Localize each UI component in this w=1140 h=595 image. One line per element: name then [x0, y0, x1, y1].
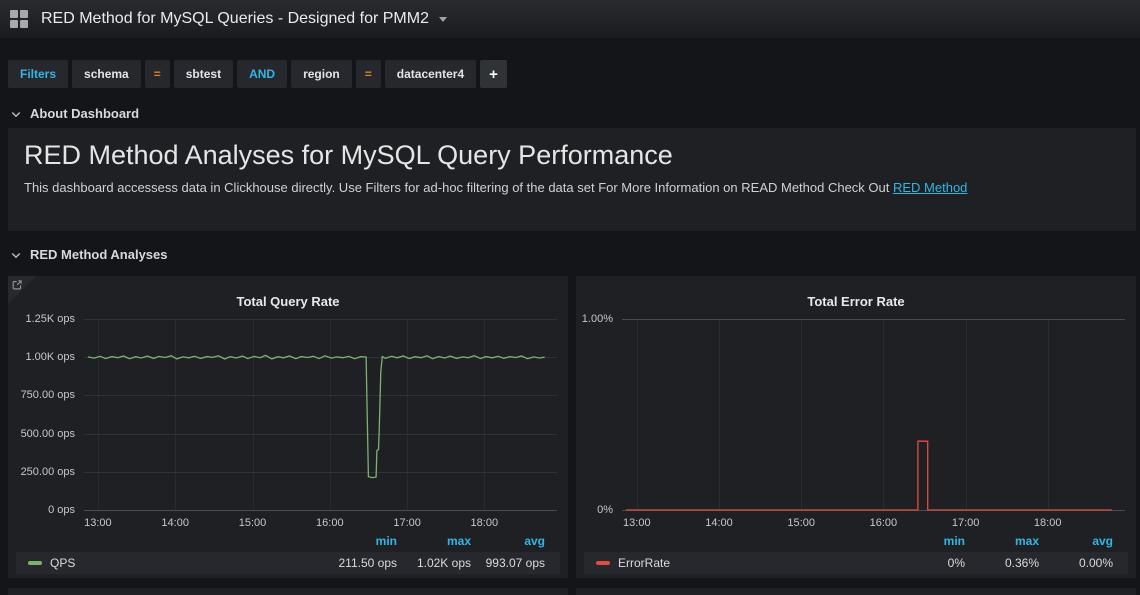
vertical-gridline	[252, 319, 254, 510]
vertical-gridline	[719, 319, 720, 510]
legend-avg-header[interactable]: avg	[1092, 534, 1113, 548]
series-lines	[626, 440, 1112, 511]
query-rate-plot-area[interactable]: 13:00 14:00 15:00 16:00 17:00 18:00 0 ops 250.0…	[21, 313, 557, 529]
dashboard-title[interactable]: RED Method for MySQL Queries - Designed …	[41, 10, 429, 27]
chevron-down-icon	[10, 108, 22, 120]
vertical-gridline	[1047, 319, 1049, 510]
legend-max-header[interactable]: max	[1014, 534, 1039, 548]
y-tick-label: 1.25K ops	[25, 313, 75, 325]
series-color-swatch[interactable]	[596, 561, 610, 565]
x-tick-label: 14:00	[161, 517, 189, 529]
panel-links-corner[interactable]	[8, 276, 38, 306]
vertical-gridline	[801, 319, 803, 510]
panel-title[interactable]: Total Query Rate	[236, 293, 340, 309]
about-title: RED Method Analyses for MySQL Query Perf…	[24, 140, 673, 170]
filter-value-chip[interactable]: sbtest	[173, 60, 234, 88]
legend-max-value: 1.02K ops	[416, 556, 471, 570]
legend-avg-value: 993.07 ops	[485, 556, 545, 570]
horizontal-gridline	[84, 510, 557, 511]
panel-total-query-rate: Total Query Rate 13:00 14:00 15:00 16:00 17:…	[8, 276, 568, 578]
corner-fold	[8, 276, 36, 304]
filter-operator-chip[interactable]: =	[355, 60, 381, 88]
y-tick-label: 500.00 ops	[20, 427, 75, 440]
horizontal-gridline	[84, 395, 557, 397]
legend-min-header[interactable]: min	[375, 534, 397, 548]
y-tick-label: 1.00K ops	[25, 351, 75, 364]
x-tick-label: 17:00	[393, 517, 421, 529]
filters-label-chip[interactable]: Filters	[8, 60, 69, 88]
panel-title[interactable]: Total Error Rate	[807, 293, 905, 309]
panel-total-error-rate: Total Error Rate 13:00 14:00 15:00 16:00 17:…	[576, 276, 1136, 578]
series-lines	[87, 354, 545, 479]
x-tick-label: 18:00	[1033, 517, 1062, 529]
legend-avg-header[interactable]: avg	[524, 534, 545, 548]
series-color-swatch[interactable]	[28, 561, 42, 565]
x-tick-label: 15:00	[787, 517, 815, 529]
legend-min-value: 0%	[947, 556, 965, 570]
top-navbar: RED Method for MySQL Queries - Designed …	[0, 0, 1140, 38]
vertical-gridline	[329, 319, 331, 510]
chevron-down-icon	[10, 249, 22, 261]
x-tick-label: 13:00	[623, 517, 651, 529]
next-panel-partial	[576, 588, 1136, 595]
filter-key-chip[interactable]: schema	[72, 60, 141, 88]
legend-max-header[interactable]: max	[446, 534, 471, 548]
horizontal-gridline	[84, 433, 557, 435]
series-name[interactable]: QPS	[50, 556, 76, 570]
filter-condition-chip[interactable]: AND	[237, 60, 288, 88]
vertical-gridline	[97, 319, 99, 510]
horizontal-gridline	[84, 471, 557, 473]
filters-row: Filters schema = sbtest AND region = dat…	[8, 60, 507, 88]
red-method-link[interactable]: RED Method	[892, 180, 968, 195]
y-tick-label: 750.00 ops	[20, 389, 75, 402]
error-rate-plot-area[interactable]: 13:00 14:00 15:00 16:00 17:00 18:00 0% 1.00%	[582, 313, 1125, 529]
legend-stat-headers: min max avg	[323, 534, 545, 548]
y-tick-label: 0 ops	[48, 504, 75, 516]
legend-row-errorrate: ErrorRate 0% 0.36% 0.00%	[584, 552, 1128, 574]
vertical-gridline	[636, 319, 638, 510]
section-red-method-analyses[interactable]: RED Method Analyses	[10, 247, 168, 262]
legend-values: 0% 0.36% 0.00%	[891, 556, 1113, 570]
vertical-gridline	[407, 319, 409, 510]
vertical-gridline	[883, 319, 885, 510]
legend-row-qps: QPS 211.50 ops 1.02K ops 993.07 ops	[16, 552, 560, 574]
filter-key-chip[interactable]: region	[291, 60, 352, 88]
x-tick-label: 15:00	[238, 517, 267, 529]
y-tick-label: 1.00%	[581, 313, 613, 325]
legend-values: 211.50 ops 1.02K ops 993.07 ops	[323, 556, 546, 570]
caret-down-icon[interactable]	[438, 16, 447, 22]
legend-min-header[interactable]: min	[943, 534, 965, 548]
horizontal-gridline	[84, 319, 557, 320]
filter-operator-chip[interactable]: =	[144, 60, 170, 88]
legend-max-value: 0.36%	[1004, 556, 1039, 570]
x-tick-label: 16:00	[316, 517, 344, 529]
series-name[interactable]: ErrorRate	[618, 556, 671, 570]
vertical-gridline	[175, 319, 177, 510]
about-text-panel: RED Method Analyses for MySQL Query Perf…	[8, 128, 1136, 231]
y-tick-label: 0%	[597, 504, 613, 516]
section-about-dashboard[interactable]: About Dashboard	[10, 106, 139, 121]
about-body-text: This dashboard accessess data in Clickho…	[24, 180, 893, 195]
vertical-gridline	[965, 319, 967, 510]
section-title: RED Method Analyses	[30, 247, 168, 262]
x-tick-label: 13:00	[84, 517, 112, 529]
x-tick-label: 16:00	[869, 517, 898, 529]
add-filter-button[interactable]: +	[480, 60, 507, 88]
section-title: About Dashboard	[30, 106, 140, 121]
legend-stat-headers: min max avg	[891, 534, 1113, 548]
dashboard-grid-icon[interactable]	[10, 10, 28, 28]
legend-min-value: 211.50 ops	[338, 556, 398, 570]
external-link-icon	[12, 280, 22, 290]
filter-value-chip[interactable]: datacenter4	[384, 60, 477, 88]
x-tick-label: 14:00	[705, 517, 733, 529]
about-body: This dashboard accessess data in Clickho…	[24, 180, 1120, 195]
vertical-gridline	[484, 319, 486, 510]
next-panel-partial	[8, 588, 568, 595]
x-tick-label: 17:00	[951, 517, 980, 529]
horizontal-gridline	[622, 319, 1125, 320]
legend-avg-value: 0.00%	[1078, 556, 1113, 570]
y-tick-label: 250.00 ops	[20, 465, 75, 478]
x-tick-label: 18:00	[470, 517, 499, 529]
